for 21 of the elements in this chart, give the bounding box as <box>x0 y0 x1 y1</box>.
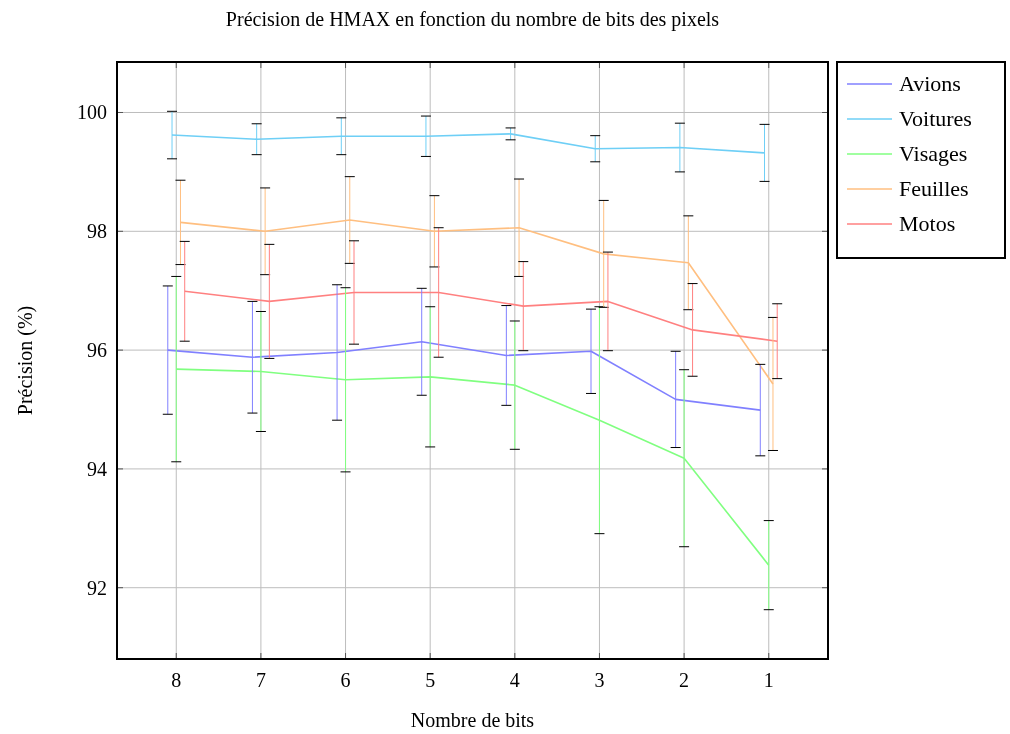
x-tick-label: 3 <box>594 669 605 691</box>
x-tick-label: 4 <box>509 669 520 691</box>
y-tick-label: 94 <box>87 457 107 480</box>
y-tick-label: 92 <box>87 576 107 599</box>
y-tick-label: 98 <box>87 220 107 243</box>
y-tick-label: 96 <box>87 339 107 362</box>
legend-label: Visages <box>899 141 968 166</box>
x-tick-label: 2 <box>679 669 690 691</box>
chart-title: Précision de HMAX en fonction du nombre de bits des pixels <box>225 8 720 31</box>
x-tick-label: 1 <box>763 669 774 691</box>
x-tick-label: 5 <box>425 669 436 691</box>
x-axis-title: Nombre de bits <box>410 709 535 731</box>
legend-label: Motos <box>899 211 956 236</box>
legend-label: Avions <box>899 71 961 96</box>
x-tick-label: 6 <box>340 669 351 691</box>
x-tick-label: 7 <box>255 669 266 691</box>
x-tick-label: 8 <box>171 669 182 691</box>
legend-label: Voitures <box>899 106 972 131</box>
y-tick-label: 100 <box>77 101 107 124</box>
y-axis-title: Précision (%) <box>14 305 37 416</box>
legend-label: Feuilles <box>899 176 969 201</box>
